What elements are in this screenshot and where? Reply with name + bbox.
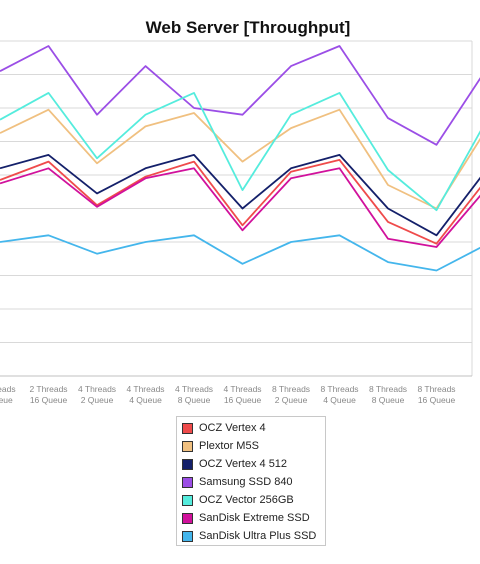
series-line-5 — [0, 92, 480, 212]
grid — [0, 40, 473, 377]
chart-legend: OCZ Vertex 4 Plextor M5S OCZ Vertex 4 512 S… — [176, 416, 326, 546]
series-line-7 — [0, 234, 480, 272]
legend-label: OCZ Vertex 4 512 — [199, 458, 288, 470]
legend-item: SanDisk Ultra Plus SSD — [177, 527, 325, 545]
legend-item: OCZ Vertex 4 — [177, 419, 325, 437]
x-tick-label: 4 Threads 4 Queue — [126, 384, 164, 405]
series-line-1 — [0, 158, 480, 245]
legend-swatch — [182, 530, 193, 542]
x-tick-label: 4 Threads 8 Queue — [175, 384, 213, 405]
legend-item: OCZ Vector 256GB — [177, 491, 325, 509]
x-tick-label: 4 Threads 2 Queue — [78, 384, 116, 405]
x-tick-label: 8 Threads 4 Queue — [320, 384, 358, 405]
legend-label: Plextor M5S — [199, 440, 259, 452]
legend-swatch — [182, 494, 193, 506]
series-line-6 — [0, 167, 480, 248]
legend-label: SanDisk Ultra Plus SSD — [199, 530, 317, 542]
legend-item: Samsung SSD 840 — [177, 473, 325, 491]
x-tick-label: 8 Threads 2 Queue — [272, 384, 310, 405]
legend-label: OCZ Vertex 4 — [199, 422, 266, 434]
series-line-3 — [0, 153, 480, 237]
x-tick-label: 8 Threads 8 Queue — [369, 384, 407, 405]
legend-swatch — [182, 422, 193, 434]
x-tick-label: 4 Threads 16 Queue — [223, 384, 261, 405]
legend-swatch — [182, 476, 193, 488]
legend-swatch — [182, 458, 193, 470]
legend-label: Samsung SSD 840 — [199, 476, 293, 488]
legend-item: Plextor M5S — [177, 437, 325, 455]
legend-swatch — [182, 440, 193, 452]
x-tick-label: 2 Threads 16 Queue — [29, 384, 67, 405]
series-lines — [0, 45, 480, 272]
series-line-4 — [0, 45, 480, 146]
legend-swatch — [182, 512, 193, 524]
legend-label: SanDisk Extreme SSD — [199, 512, 310, 524]
x-tick-label: ThreadsQueue — [0, 384, 16, 405]
legend-item: OCZ Vertex 4 512 — [177, 455, 325, 473]
x-tick-label: 8 Threads 16 Queue — [417, 384, 455, 405]
chart-title: Web Server [Throughput] — [145, 18, 351, 37]
legend-label: OCZ Vector 256GB — [199, 494, 294, 506]
legend-item: SanDisk Extreme SSD — [177, 509, 325, 527]
series-line-2 — [0, 108, 480, 210]
